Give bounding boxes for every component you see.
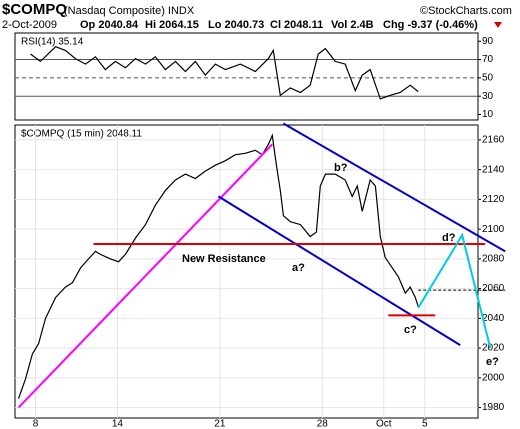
annotation: New Resistance bbox=[182, 253, 266, 265]
annotation: a? bbox=[292, 262, 305, 274]
x-tick-label: 21 bbox=[214, 419, 226, 429]
y-tick-label: 10 bbox=[482, 109, 494, 120]
y-tick-label: 2140 bbox=[482, 164, 505, 175]
close: Cl 2048.11 bbox=[270, 19, 323, 31]
y-tick-label: 2040 bbox=[482, 313, 505, 324]
symbol-name: (Nasdaq Composite) INDX bbox=[64, 5, 195, 17]
y-tick-label: 2160 bbox=[482, 135, 505, 146]
panel bbox=[14, 124, 479, 419]
change: Chg -9.37 (-0.46%) bbox=[383, 19, 478, 31]
y-tick-label: 2100 bbox=[482, 224, 505, 235]
y-tick-label: 2000 bbox=[482, 372, 505, 383]
y-tick-label: 90 bbox=[482, 36, 494, 47]
y-tick-label: 2060 bbox=[482, 283, 505, 294]
x-tick-label: 28 bbox=[317, 419, 329, 429]
annotation: d? bbox=[442, 232, 456, 244]
x-tick-label: Oct bbox=[376, 419, 392, 429]
y-tick-label: 30 bbox=[482, 91, 494, 102]
trend-line bbox=[417, 232, 492, 349]
y-tick-label: 2020 bbox=[482, 343, 505, 354]
panel-title: $COMPQ (15 min) 2048.11 bbox=[21, 129, 142, 140]
low: Lo 2040.73 bbox=[208, 19, 264, 31]
annotation: e? bbox=[486, 356, 499, 368]
down-arrow bbox=[494, 22, 502, 28]
y-tick-label: 2080 bbox=[482, 253, 505, 264]
copyright: ©StockCharts.com bbox=[420, 5, 512, 17]
y-tick-label: 1980 bbox=[482, 402, 505, 413]
y-tick-label: 70 bbox=[482, 54, 494, 65]
trend-line bbox=[17, 143, 274, 409]
x-tick-label: 5 bbox=[422, 419, 428, 429]
open: Op 2040.84 bbox=[80, 19, 139, 31]
panel bbox=[14, 32, 479, 121]
x-tick-label: 14 bbox=[112, 419, 124, 429]
x-tick-label: 8 bbox=[33, 419, 39, 429]
trend-line bbox=[217, 195, 461, 346]
annotation: b? bbox=[334, 162, 348, 174]
symbol: $COMPQ bbox=[2, 1, 67, 18]
annotation: c? bbox=[404, 324, 417, 336]
trend-line bbox=[282, 122, 506, 253]
price-line bbox=[17, 133, 419, 399]
y-tick-label: 2120 bbox=[482, 194, 505, 205]
date: 2-Oct-2009 bbox=[2, 19, 57, 31]
panel-title: RSI(14) 35.14 bbox=[21, 37, 84, 48]
price-line bbox=[30, 46, 419, 100]
volume: Vol 2.4B bbox=[331, 19, 374, 31]
y-tick-label: 50 bbox=[482, 73, 494, 84]
high: Hi 2064.15 bbox=[145, 19, 199, 31]
